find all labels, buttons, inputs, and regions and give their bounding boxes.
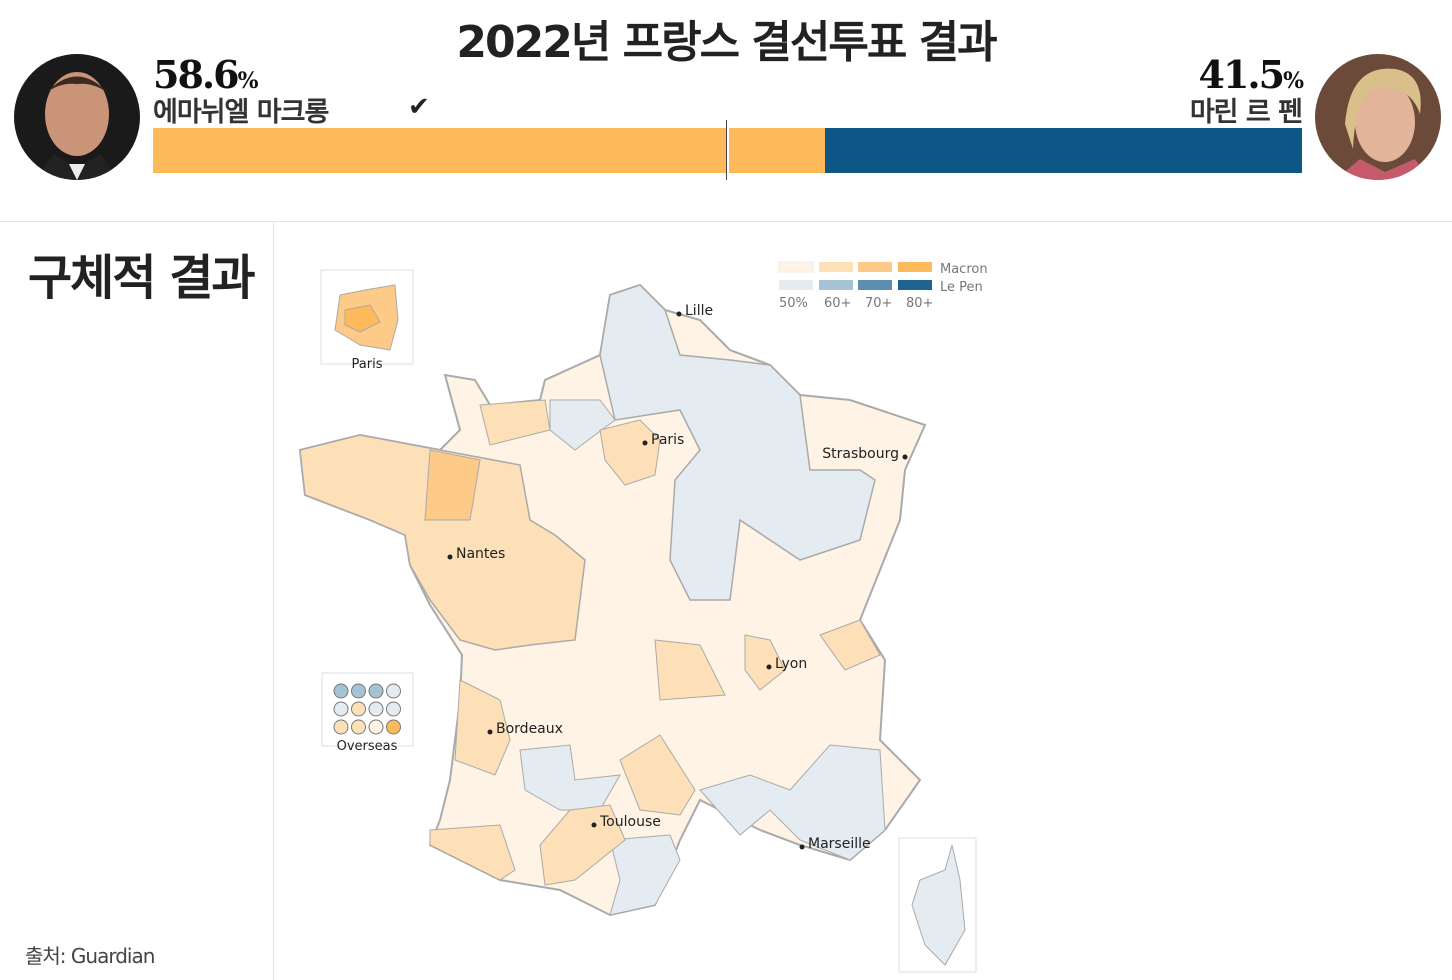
legend-bin: 80+ [906,296,933,311]
city-marker [799,844,805,850]
region-macron [454,679,511,776]
city-marker [676,311,682,317]
source: 출처: Guardian [25,944,155,968]
city-label: Lyon [775,656,807,672]
winner-check-icon: ✔ [408,92,430,122]
city-marker [902,454,908,460]
city-label: Toulouse [599,814,661,830]
region-macron [619,734,696,816]
overseas-territory [368,701,384,717]
region-macron [819,619,881,671]
region-macron [599,419,661,486]
overseas-territory [368,683,384,699]
legend-swatch [778,261,814,273]
region-macron [429,824,516,881]
region-le-pen [549,399,616,451]
city-label: Lille [685,303,713,319]
legend-swatch [858,262,892,272]
region-macron [744,634,786,691]
legend-bin: 50% [779,296,808,311]
city-label: Bordeaux [496,721,563,737]
overseas-territory [333,719,349,735]
legend-swatch [858,280,892,290]
paris-inset-label: Paris [352,357,383,372]
overseas-territory [386,701,401,717]
le-pen-bar [825,128,1302,173]
legend-swatch [819,262,853,272]
result-bar [153,128,1302,173]
macron-percent: 58.6% [153,52,258,97]
le-pen-percent: 41.5% [1198,52,1304,97]
page-title: 2022년 프랑스 결선투표 결과 [456,17,997,68]
overseas-territory [368,719,384,735]
overseas-inset[interactable]: Overseas [321,672,414,754]
region-macron [654,639,726,701]
overseas-inset-label: Overseas [337,739,398,754]
legend-bin: 60+ [824,296,851,311]
macron-name: 에마뉘엘 마크롱 [153,97,329,128]
section-title: 구체적 결과 [28,250,256,306]
overseas-territory [351,719,366,735]
city-label: Marseille [808,836,871,852]
legend-macron: Macron [940,262,988,277]
legend-swatch [779,280,813,290]
overseas-territory [386,683,401,699]
overseas-territory [386,719,401,735]
region-macron [479,399,551,446]
overseas-territory [351,683,366,699]
city-marker [591,822,597,828]
region-le-pen [519,744,621,811]
region-macron [539,804,626,886]
macron-bar [153,128,826,173]
majority-line [726,120,729,180]
corsica [911,844,966,966]
overseas-territory [333,701,349,717]
region-le-pen [609,834,681,916]
region-le-pen [599,284,876,601]
city-label: Paris [651,432,684,448]
city-label: Nantes [456,546,505,562]
legend-swatch [898,280,932,290]
city-marker [487,729,493,735]
divider-vertical [273,222,274,980]
legend-swatch [819,280,853,290]
legend: Macron Le Pen 50% 60+ 70+ 80+ [778,261,988,311]
city-label: Strasbourg [822,446,899,462]
overseas-territory [351,701,366,717]
legend-bin: 70+ [865,296,892,311]
city-marker [766,664,772,670]
legend-le-pen: Le Pen [940,280,983,295]
region-macron [424,449,481,521]
le-pen-name: 마린 르 펜 [1189,97,1303,128]
le-pen-avatar [1315,54,1441,180]
region-le-pen [699,744,886,861]
macron-avatar [14,54,140,180]
overseas-territory [333,683,349,699]
paris-inset[interactable]: Paris [320,269,414,372]
legend-swatch [898,262,932,272]
city-marker [642,440,648,446]
region-macron [299,434,586,651]
city-marker [447,554,453,560]
divider [0,221,1452,222]
